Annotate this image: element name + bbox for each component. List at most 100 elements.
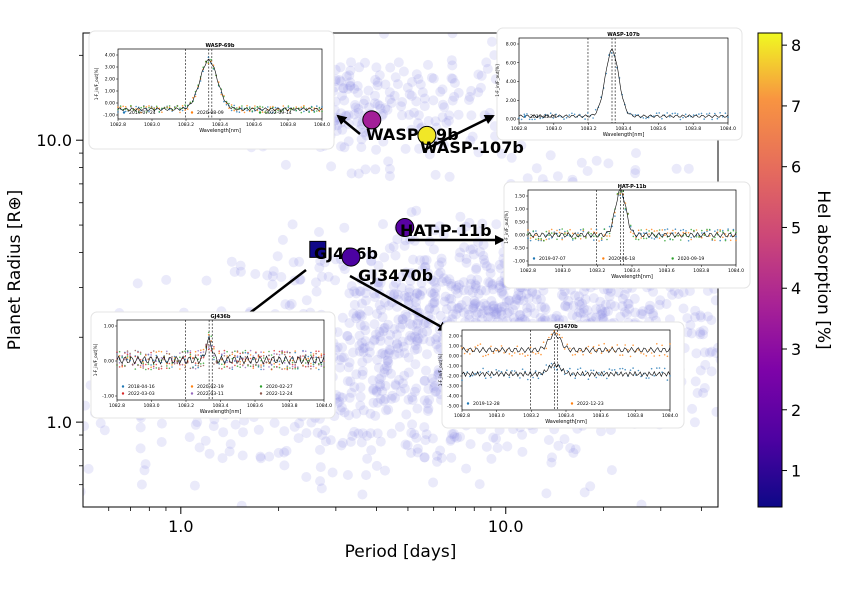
inset-data-point (640, 352, 642, 354)
inset-data-point (155, 367, 158, 369)
inset-data-point (124, 108, 127, 110)
background-point (355, 391, 366, 402)
background-point (691, 348, 702, 359)
inset-x-tick-label: 1083.4 (212, 403, 228, 409)
background-point (348, 308, 359, 319)
inset-data-point (147, 353, 150, 356)
inset-data-point (548, 234, 550, 236)
background-point (354, 340, 365, 351)
background-point (348, 347, 359, 358)
background-point (645, 304, 656, 315)
inset-y-tick-label: -4.00 (447, 394, 459, 400)
inset-data-point (278, 350, 281, 353)
background-point (699, 383, 710, 393)
inset-data-point (663, 354, 666, 356)
inset-data-point (308, 111, 310, 113)
inset-data-point (286, 350, 289, 353)
background-point (478, 250, 489, 261)
background-point (613, 287, 624, 298)
inset-data-point (508, 376, 511, 379)
inset-data-point (627, 349, 629, 351)
background-point (403, 296, 414, 307)
inset-data-point (173, 357, 176, 359)
background-point (419, 101, 430, 112)
background-point (429, 381, 440, 391)
inset-data-point (645, 117, 647, 120)
inset-data-point (254, 105, 256, 107)
inset-data-point (276, 359, 278, 362)
inset-data-point (226, 365, 228, 368)
background-point (726, 430, 736, 440)
inset-data-point (260, 359, 262, 362)
inset-x-label: Wavelength[nm] (611, 274, 653, 280)
inset-data-point (202, 364, 205, 367)
background-point (2, 427, 12, 437)
background-point (383, 357, 394, 368)
colorbar-label: HeI absorption [%] (813, 190, 833, 349)
inset-data-point (281, 349, 283, 352)
background-point (400, 235, 411, 246)
planet-label-wasp-107b: WASP-107b (420, 138, 524, 157)
inset-data-point (648, 233, 650, 235)
background-point (455, 211, 466, 222)
inset-data-point (139, 359, 142, 361)
inset-data-point (566, 343, 569, 346)
background-point (406, 332, 417, 343)
background-point (390, 392, 400, 403)
background-point (523, 293, 534, 304)
background-point (410, 340, 421, 351)
inset-data-point (323, 353, 325, 356)
background-point (381, 405, 392, 416)
inset-data-point (233, 108, 235, 110)
inset-data-point (727, 116, 729, 118)
inset-data-point (729, 239, 732, 242)
background-point (371, 144, 382, 155)
background-point (393, 57, 404, 68)
inset-data-point (594, 108, 597, 111)
inset-data-point (264, 111, 267, 113)
background-point (414, 289, 425, 300)
background-point (481, 300, 492, 311)
inset-data-point (261, 106, 264, 108)
background-point (406, 90, 417, 101)
arrow-wasp-69b (336, 114, 361, 135)
background-point (356, 437, 367, 448)
background-point (338, 83, 349, 94)
background-point (389, 349, 400, 360)
inset-data-point (582, 230, 585, 233)
background-point (396, 101, 407, 112)
background-point (453, 302, 464, 313)
background-point (343, 362, 354, 373)
inset-x-label: Wavelength[nm] (200, 409, 242, 415)
inset-legend-marker (570, 402, 574, 405)
inset-data-point (202, 351, 205, 353)
background-point (558, 291, 569, 302)
inset-data-point (166, 360, 168, 363)
background-point (453, 282, 464, 293)
background-point (235, 266, 246, 277)
inset-data-point (126, 357, 129, 359)
background-point (390, 250, 401, 261)
inset-data-point (267, 111, 269, 114)
inset-data-point (661, 344, 663, 347)
inset-data-point (666, 355, 669, 358)
inset-data-point (556, 238, 558, 241)
inset-series-points (116, 340, 325, 370)
inset-data-point (550, 232, 553, 234)
background-point (397, 314, 408, 324)
inset-legend-marker (532, 257, 536, 260)
inset-data-point (207, 56, 210, 58)
colorbar-tick-label: 7 (791, 97, 801, 116)
background-point (184, 432, 195, 443)
inset-data-point (184, 366, 186, 369)
background-point (236, 500, 247, 507)
background-point (393, 314, 404, 325)
inset-data-point (650, 352, 653, 354)
background-point (559, 286, 570, 297)
inset-data-point (194, 362, 197, 364)
inset-data-point (142, 365, 144, 368)
inset-data-point (256, 106, 259, 108)
inset-data-point (573, 113, 576, 116)
planet-label-gj3470b: GJ3470b (358, 266, 433, 285)
inset-data-point (531, 118, 533, 121)
